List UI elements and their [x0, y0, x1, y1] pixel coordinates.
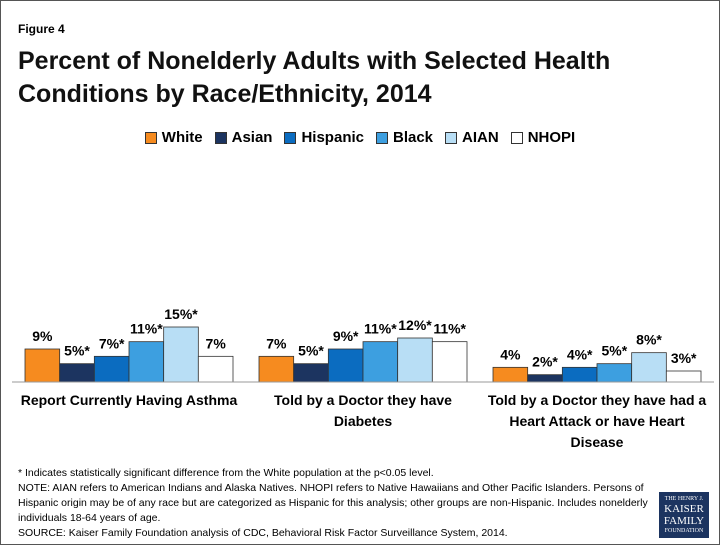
- bar: [397, 337, 433, 383]
- legend-item: Asian: [214, 129, 273, 146]
- data-label: 7%: [266, 335, 287, 351]
- data-label: 11%*: [433, 321, 466, 337]
- legend-swatch: [144, 131, 157, 144]
- bar: [596, 363, 633, 383]
- data-label: 7%*: [99, 335, 125, 351]
- logo-text: KAISER: [664, 503, 704, 515]
- legend-label: NHOPI: [527, 129, 576, 146]
- bar: [431, 341, 468, 383]
- bar: [197, 355, 234, 383]
- bar: [258, 355, 295, 383]
- x-tick-label: Report Currently Having Asthma: [20, 392, 238, 408]
- x-tick-label: Told by a Doctor they have had a Heart A…: [487, 392, 707, 450]
- bar: [163, 326, 199, 383]
- bar: [327, 348, 364, 383]
- legend-item: Black: [376, 129, 433, 146]
- data-label: 9%*: [333, 328, 359, 344]
- data-label: 3%*: [671, 350, 697, 366]
- data-label: 12%*: [398, 317, 432, 333]
- data-label: 2%*: [532, 354, 558, 370]
- legend-label: AIAN: [462, 129, 499, 146]
- data-label: 9%: [32, 328, 53, 344]
- legend-swatch: [214, 131, 227, 144]
- data-label: 4%*: [567, 346, 593, 362]
- bar: [665, 370, 702, 383]
- data-label: 11%*: [130, 321, 163, 337]
- legend-item: AIAN: [445, 129, 499, 146]
- footnote: SOURCE: Kaiser Family Foundation analysi…: [18, 527, 508, 539]
- legend-swatch: [510, 131, 523, 144]
- logo-text: FAMILY: [663, 515, 705, 527]
- data-label: 5%*: [601, 343, 627, 359]
- data-label: 7%: [206, 335, 227, 351]
- legend-item: NHOPI: [510, 129, 576, 146]
- data-label: 4%: [500, 346, 521, 362]
- data-label: 5%*: [298, 343, 324, 359]
- footnote: NOTE: AIAN refers to American Indians an…: [18, 482, 648, 524]
- legend-label: Hispanic: [301, 129, 364, 146]
- bar: [128, 341, 165, 383]
- legend-swatch: [445, 131, 458, 144]
- footnotes: * Indicates statistically significant di…: [18, 466, 658, 541]
- bar: [93, 355, 130, 383]
- data-label: 5%*: [64, 343, 90, 359]
- bar: [24, 348, 61, 383]
- bar: [561, 366, 598, 383]
- data-label: 15%*: [164, 306, 198, 322]
- bar: [527, 374, 563, 383]
- bar: [631, 352, 667, 383]
- bar: [293, 363, 329, 383]
- legend-item: Hispanic: [284, 129, 364, 146]
- chart-title: Percent of Nonelderly Adults with Select…: [18, 47, 611, 108]
- logo-text: THE HENRY J.: [664, 496, 704, 502]
- data-label: 8%*: [636, 332, 662, 348]
- logo-text: FOUNDATION: [664, 528, 704, 534]
- figure-label: Figure 4: [18, 22, 65, 36]
- legend-label: White: [161, 129, 203, 146]
- legend-label: Black: [393, 129, 434, 146]
- x-tick-label: Told by a Doctor they have Diabetes: [274, 392, 452, 429]
- data-label: 11%*: [364, 321, 397, 337]
- legend-swatch: [284, 131, 297, 144]
- legend-label: Asian: [231, 129, 273, 146]
- legend-item: White: [144, 129, 203, 146]
- logo: THE HENRY J. KAISER FAMILY FOUNDATION: [659, 492, 709, 538]
- bar: [492, 366, 529, 383]
- footnote: * Indicates statistically significant di…: [18, 467, 434, 479]
- bar: [59, 363, 95, 383]
- legend-swatch: [376, 131, 388, 144]
- legend: White Asian Hispanic Black AIAN NHOPI: [1, 129, 719, 146]
- bar: [362, 341, 399, 383]
